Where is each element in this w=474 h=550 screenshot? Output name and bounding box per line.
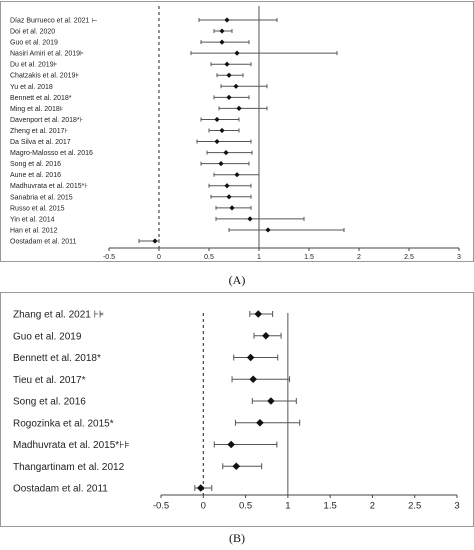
study-label: Bennett et al. 2018* xyxy=(10,95,72,102)
study-label: Da Silva et al. 2017 xyxy=(10,139,71,146)
estimate-marker xyxy=(226,194,232,200)
estimate-marker xyxy=(256,418,264,427)
estimate-marker xyxy=(224,183,230,189)
estimate-marker xyxy=(234,172,240,178)
estimate-marker xyxy=(214,138,220,145)
study-label: Oostadam et al. 2011 xyxy=(10,238,77,245)
estimate-marker xyxy=(218,161,224,167)
forest-plot-a: -0.5 0 0.5 1 1.5 2 2.5 3 Díaz Burrueco et al. 20… xyxy=(0,1,474,262)
study-label: Yin et al. 2014 xyxy=(10,216,55,223)
x-tick-label: 0 xyxy=(201,501,206,512)
study-label: Russo et al. 2015 xyxy=(10,205,65,212)
study-label: Han et al. 2012 xyxy=(10,227,58,234)
estimate-marker xyxy=(232,462,241,471)
estimate-marker xyxy=(227,440,235,449)
x-tick-label: 2.5 xyxy=(404,254,414,261)
estimate-marker xyxy=(214,116,220,123)
study-label: Guo et al. 2019 xyxy=(10,40,58,47)
estimate-marker xyxy=(262,331,270,340)
study-label: Song et al. 2016 xyxy=(10,161,61,168)
study-label: Bennett et al. 2018* xyxy=(13,353,101,364)
study-label: Zheng et al. 2017⊦ xyxy=(10,128,68,135)
estimate-marker xyxy=(224,17,230,23)
study-label: Davenport et al. 2018*⊦ xyxy=(10,117,84,124)
estimate-marker xyxy=(265,227,271,233)
x-tick-label: 1.5 xyxy=(324,501,337,512)
study-label: Yu et al. 2018 xyxy=(10,84,53,91)
study-label: Guo et al. 2019 xyxy=(13,331,82,342)
study-label: Madhuvrata et al. 2015*⊦ xyxy=(10,183,88,190)
x-tick-label: 0 xyxy=(157,254,161,261)
study-label: Zhang et al. 2021 ⊦⊧ xyxy=(13,310,104,321)
study-label: Díaz Burrueco et al. 2021 ⊢ xyxy=(10,17,97,24)
estimate-marker xyxy=(196,484,205,492)
estimate-marker xyxy=(233,83,239,89)
estimate-marker xyxy=(254,310,263,318)
study-label: Thangartinam et al. 2012 xyxy=(13,462,125,473)
x-tick-label: 1 xyxy=(257,254,261,261)
x-tick-label: 0.5 xyxy=(204,254,214,261)
estimate-marker xyxy=(224,61,230,67)
forest-plot-b: -0.5 0 0.5 1 1.5 2 2.5 3 Zhang et al. 2021 ⊦⊧ Guo… xyxy=(0,292,474,527)
x-tick-label: 2 xyxy=(357,254,361,261)
estimate-marker xyxy=(226,94,232,100)
study-label: Madhuvrata et al. 2015*⊦⊧ xyxy=(13,440,130,451)
estimate-marker xyxy=(219,127,225,134)
estimate-marker xyxy=(246,353,255,362)
estimate-marker xyxy=(234,50,240,56)
study-label: Doi et al. 2020 xyxy=(10,29,55,36)
study-label: Song et al. 2016 xyxy=(13,397,86,408)
x-tick-label: 1 xyxy=(285,501,290,512)
study-label: Tieu et al. 2017* xyxy=(13,375,86,386)
x-tick-label: 1.5 xyxy=(304,254,314,261)
study-label: Chatzakis et al. 2019⊧ xyxy=(10,73,79,80)
estimate-marker xyxy=(229,205,235,211)
x-tick-label: 3 xyxy=(457,254,461,261)
forest-plot-a-svg: -0.5 0 0.5 1 1.5 2 2.5 3 Díaz Burrueco et al. 20… xyxy=(10,6,461,261)
study-label: Aune et al. 2016 xyxy=(10,172,61,179)
x-tick-label: 2.5 xyxy=(408,501,421,512)
estimate-marker xyxy=(226,72,232,78)
estimate-marker xyxy=(249,375,257,384)
estimate-marker xyxy=(219,39,225,45)
estimate-marker xyxy=(223,150,229,156)
forest-plot-b-svg: -0.5 0 0.5 1 1.5 2 2.5 3 Zhang et al. 2021 ⊦⊧ Guo… xyxy=(13,310,460,512)
study-label: Du et al. 2019⊧ xyxy=(10,62,58,69)
caption-a: (A) xyxy=(228,273,246,287)
study-label: Ming et al. 2018⊧ xyxy=(10,106,64,113)
estimate-marker xyxy=(247,216,253,222)
study-label: Magro-Malosso et al. 2016 xyxy=(10,150,93,157)
study-label: Sanabria et al. 2015 xyxy=(10,194,73,201)
x-tick-label: -0.5 xyxy=(103,254,115,261)
study-label: Nasiri Amiri et al. 2019⊧ xyxy=(10,51,84,58)
estimate-marker xyxy=(219,28,225,34)
x-tick-label: 2 xyxy=(370,501,375,512)
caption-b: (B) xyxy=(229,531,245,545)
estimate-marker xyxy=(152,238,158,244)
x-tick-label: 3 xyxy=(454,501,459,512)
study-label: Oostadam et al. 2011 xyxy=(13,484,108,495)
study-label: Rogozinka et al. 2015* xyxy=(13,418,114,429)
x-tick-label: -0.5 xyxy=(153,501,169,512)
x-tick-label: 0.5 xyxy=(239,501,252,512)
estimate-marker xyxy=(236,105,242,111)
estimate-marker xyxy=(267,397,275,405)
